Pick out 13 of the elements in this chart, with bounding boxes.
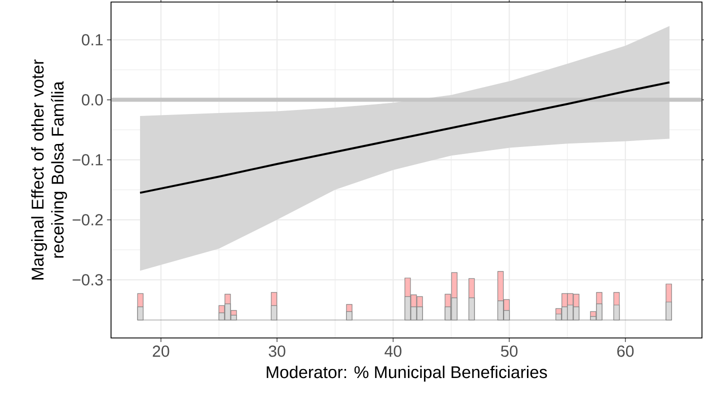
x-tick-label: 40	[384, 346, 402, 357]
x-axis-title: Moderator: % Municipal Beneficiaries	[266, 366, 547, 382]
x-tick-label: 30	[268, 346, 286, 357]
line-series	[139, 81, 670, 194]
x-tick-label: 60	[617, 346, 634, 357]
y-tick-label: −0.1	[72, 154, 103, 166]
y-tick-label: −0.2	[72, 214, 103, 226]
y-tick-label: −0.3	[72, 274, 103, 286]
x-tick-label: 20	[152, 346, 170, 357]
y-axis-title: Marginal Effect of other voter receiving Bolsa Família	[31, 59, 68, 280]
y-tick-label: 0.0	[82, 94, 103, 106]
x-tick-label: 50	[501, 346, 518, 357]
y-tick-label: 0.1	[82, 34, 103, 46]
